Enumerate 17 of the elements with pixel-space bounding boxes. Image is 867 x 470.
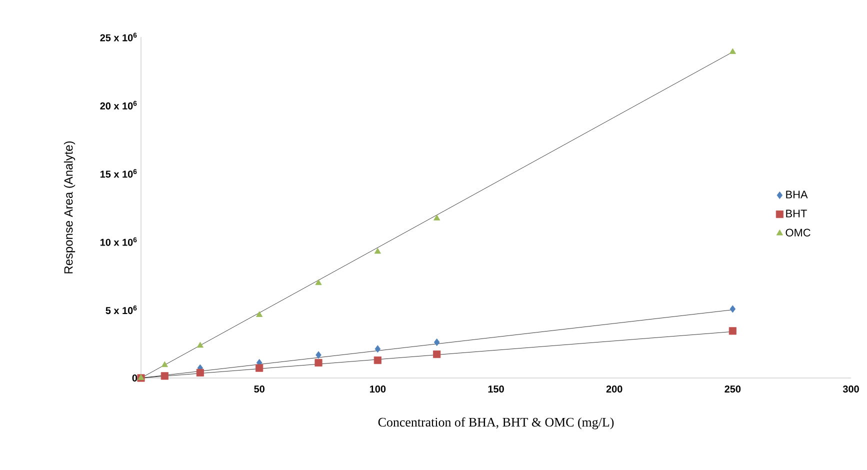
x-axis-title: Concentration of BHA, BHT & OMC (mg/L) (378, 417, 614, 430)
x-tick-label: 150 (488, 386, 504, 393)
x-tick-label: 300 (842, 386, 859, 393)
x-tick-label: 200 (606, 386, 622, 393)
y-tick-label: 15 x 10$^{6}$ (100, 169, 137, 178)
x-tick-label: 100 (370, 386, 386, 393)
y-tick-label: 25 x 10$^{6}$ (100, 32, 137, 42)
y-axis-title: Response Area (Analyte) (64, 141, 76, 274)
legend-label: OMC (786, 228, 810, 237)
x-tick-label: 50 (254, 386, 264, 393)
legend-label: BHT (786, 210, 807, 218)
x-tick-label: 250 (724, 386, 741, 393)
legend-label: BHA (786, 190, 808, 198)
y-tick-label: 10 x 10$^{6}$ (100, 237, 137, 246)
y-tick-label: 20 x 10$^{6}$ (100, 100, 137, 110)
y-tick-label: 5 x 10$^{6}$ (106, 306, 137, 314)
y-tick-label: 0 (132, 374, 138, 382)
